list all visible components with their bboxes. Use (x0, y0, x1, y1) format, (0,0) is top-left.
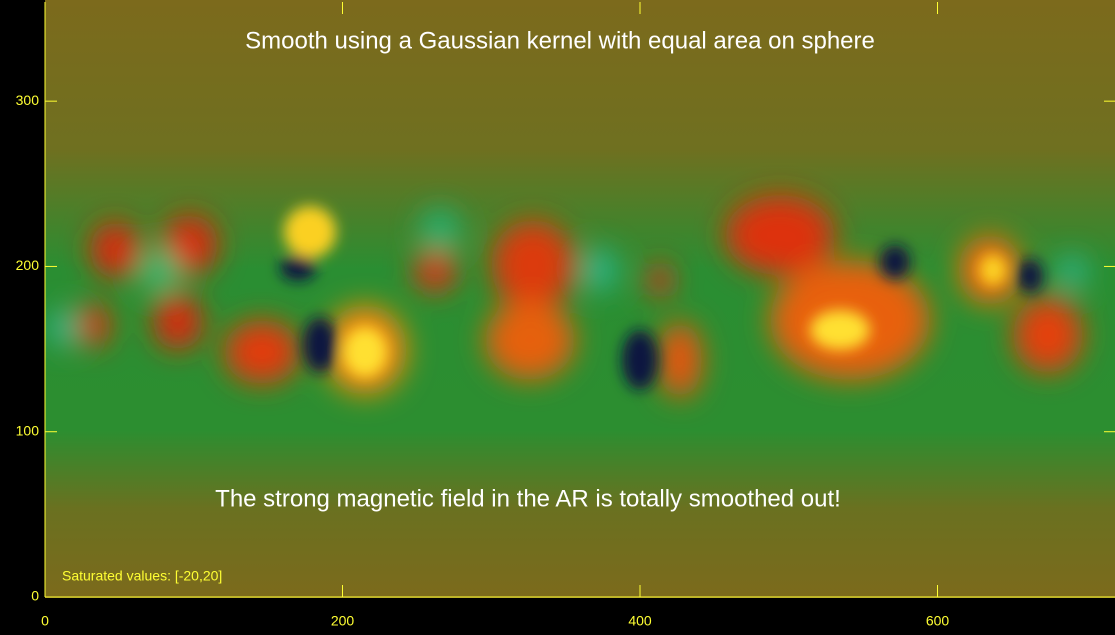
chart-title: Smooth using a Gaussian kernel with equa… (245, 27, 875, 54)
annotation: The strong magnetic field in the AR is t… (215, 485, 841, 512)
y-tick-label: 200 (16, 257, 40, 273)
y-tick-label: 0 (31, 588, 39, 604)
y-tick-label: 100 (16, 422, 40, 438)
x-tick-label: 200 (331, 613, 355, 629)
note: Saturated values: [-20,20] (62, 568, 222, 584)
x-tick-label: 600 (926, 613, 950, 629)
y-tick-label: 300 (16, 92, 40, 108)
x-tick-label: 400 (628, 613, 652, 629)
x-tick-label: 0 (41, 613, 49, 629)
heatmap-image (45, 0, 1115, 598)
